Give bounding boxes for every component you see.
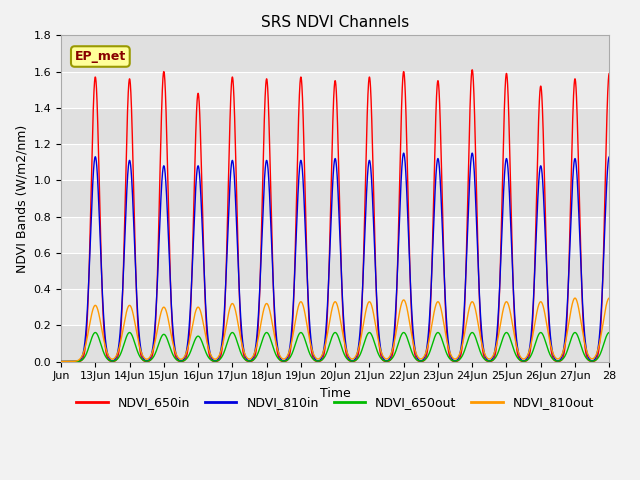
X-axis label: Time: Time <box>320 387 351 400</box>
Legend: NDVI_650in, NDVI_810in, NDVI_650out, NDVI_810out: NDVI_650in, NDVI_810in, NDVI_650out, NDV… <box>72 391 599 414</box>
Bar <box>61 108 609 144</box>
Bar <box>61 180 609 216</box>
Bar <box>61 253 609 289</box>
Bar <box>61 289 609 325</box>
Bar <box>61 325 609 361</box>
Bar <box>61 144 609 180</box>
Text: EP_met: EP_met <box>75 50 126 63</box>
Bar <box>61 216 609 253</box>
Y-axis label: NDVI Bands (W/m2/nm): NDVI Bands (W/m2/nm) <box>15 124 28 273</box>
Title: SRS NDVI Channels: SRS NDVI Channels <box>261 15 409 30</box>
Bar <box>61 36 609 72</box>
Bar <box>61 72 609 108</box>
